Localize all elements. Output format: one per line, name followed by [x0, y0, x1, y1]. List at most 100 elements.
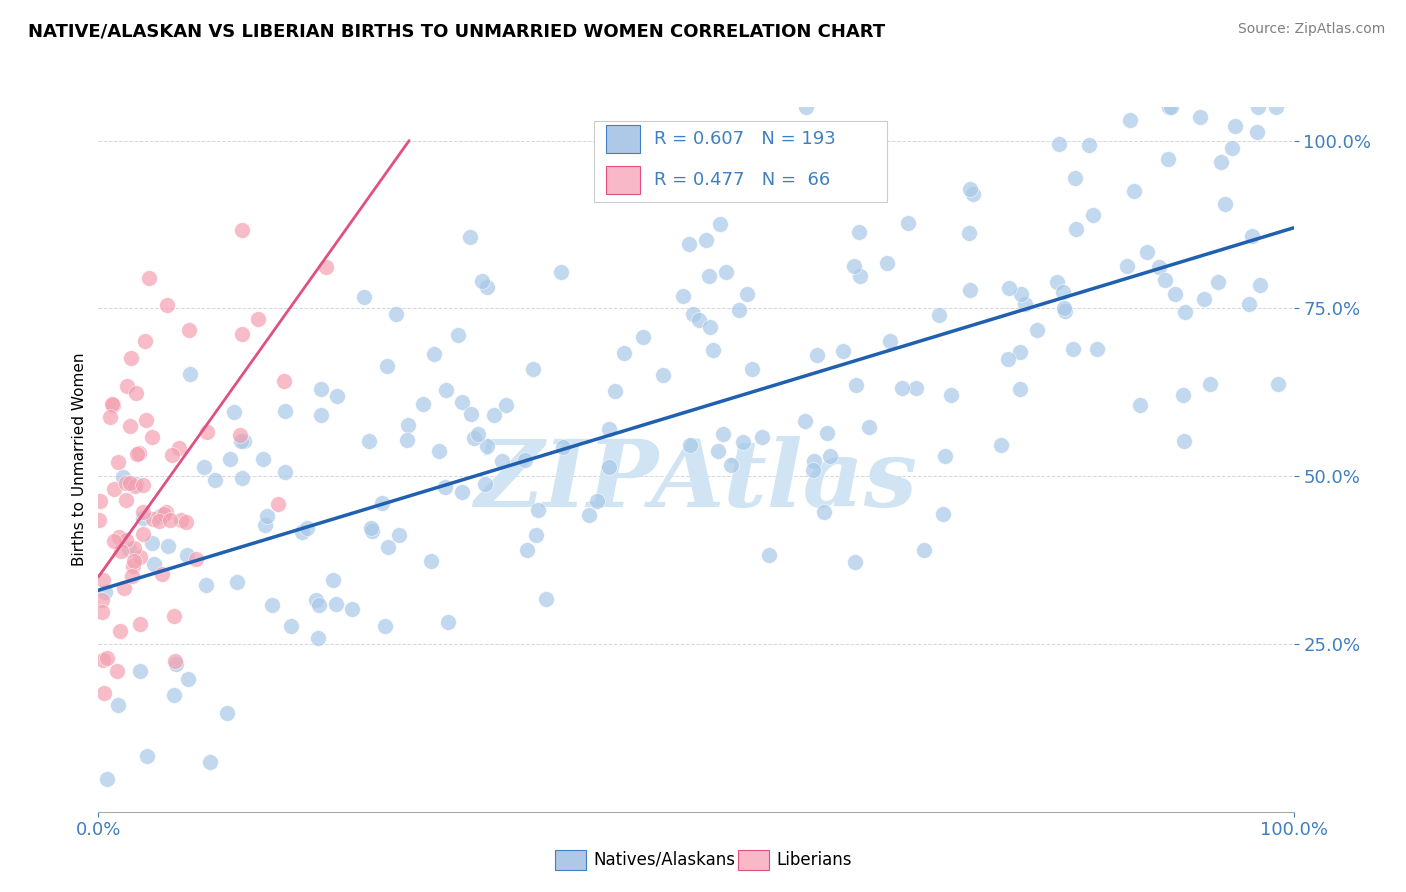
Point — [94, 585, 117, 599]
Point — [815, 425, 838, 440]
Point — [101, 398, 124, 412]
Point — [1147, 260, 1170, 275]
Point — [678, 237, 700, 252]
Point — [1174, 305, 1197, 319]
Point — [1246, 125, 1268, 139]
Point — [128, 617, 150, 632]
Point — [254, 518, 277, 533]
Point — [697, 269, 720, 284]
Point — [427, 443, 450, 458]
Point — [135, 413, 157, 427]
Point — [152, 566, 174, 581]
Point — [848, 225, 870, 239]
Point — [131, 511, 153, 525]
Point — [433, 480, 456, 494]
Point — [858, 419, 880, 434]
Point — [1010, 286, 1032, 301]
Point — [460, 407, 482, 421]
FancyBboxPatch shape — [606, 166, 640, 194]
Point — [813, 505, 835, 519]
Point — [482, 408, 505, 422]
Point — [613, 345, 636, 359]
Point — [87, 513, 110, 527]
Point — [374, 619, 396, 633]
Point — [184, 552, 207, 566]
Point — [322, 573, 344, 587]
Point — [1053, 304, 1076, 318]
Point — [1053, 301, 1076, 315]
Point — [463, 431, 485, 445]
Point — [1136, 244, 1159, 259]
Point — [1064, 221, 1087, 235]
Point — [735, 287, 758, 301]
Point — [897, 216, 920, 230]
Point — [311, 409, 333, 423]
Point — [1047, 136, 1070, 151]
Point — [274, 404, 297, 418]
Point — [1163, 287, 1185, 301]
Point — [107, 698, 129, 712]
Point — [131, 477, 153, 491]
Point — [326, 389, 349, 403]
Point — [702, 343, 724, 357]
Point — [1159, 100, 1181, 114]
Point — [105, 664, 128, 678]
Point — [586, 494, 609, 508]
Point — [1206, 275, 1229, 289]
Point — [796, 100, 818, 114]
Point — [121, 569, 143, 583]
Point — [98, 409, 121, 424]
Point — [959, 283, 981, 297]
Point — [385, 307, 408, 321]
Point — [90, 605, 112, 619]
Point — [165, 654, 187, 668]
Point — [997, 352, 1019, 367]
Point — [1241, 229, 1264, 244]
Point — [231, 470, 253, 484]
Point — [359, 434, 381, 448]
Point — [451, 395, 474, 409]
Point — [495, 398, 517, 412]
Point — [340, 602, 363, 616]
Point — [124, 541, 146, 555]
Point — [534, 592, 557, 607]
Point — [1052, 285, 1074, 299]
Point — [89, 493, 111, 508]
Point — [103, 534, 125, 549]
Point — [682, 307, 704, 321]
Point — [1189, 110, 1212, 124]
Point — [939, 388, 962, 402]
Text: Natives/Alaskans: Natives/Alaskans — [593, 851, 735, 869]
Point — [1119, 113, 1142, 128]
Point — [1008, 382, 1031, 396]
Point — [672, 289, 695, 303]
Point — [997, 281, 1019, 295]
Point — [844, 555, 866, 569]
Point — [1160, 100, 1182, 114]
Point — [513, 453, 536, 467]
Point — [1062, 342, 1084, 356]
Point — [714, 265, 737, 279]
Point — [396, 417, 419, 432]
Point — [890, 381, 912, 395]
Point — [990, 438, 1012, 452]
Point — [598, 460, 620, 475]
Point — [1116, 259, 1139, 273]
Point — [125, 476, 148, 491]
Point — [163, 608, 186, 623]
FancyBboxPatch shape — [606, 125, 640, 153]
Point — [273, 374, 295, 388]
Point — [727, 303, 749, 318]
Point — [651, 368, 673, 382]
Point — [195, 578, 218, 592]
Point — [467, 427, 489, 442]
Text: R = 0.477   N =  66: R = 0.477 N = 66 — [654, 170, 831, 188]
Point — [307, 631, 329, 645]
Point — [142, 512, 165, 526]
Point — [124, 554, 146, 568]
Point — [688, 313, 710, 327]
Point — [471, 275, 494, 289]
Point — [120, 351, 142, 365]
Point — [551, 440, 574, 454]
Point — [388, 528, 411, 542]
